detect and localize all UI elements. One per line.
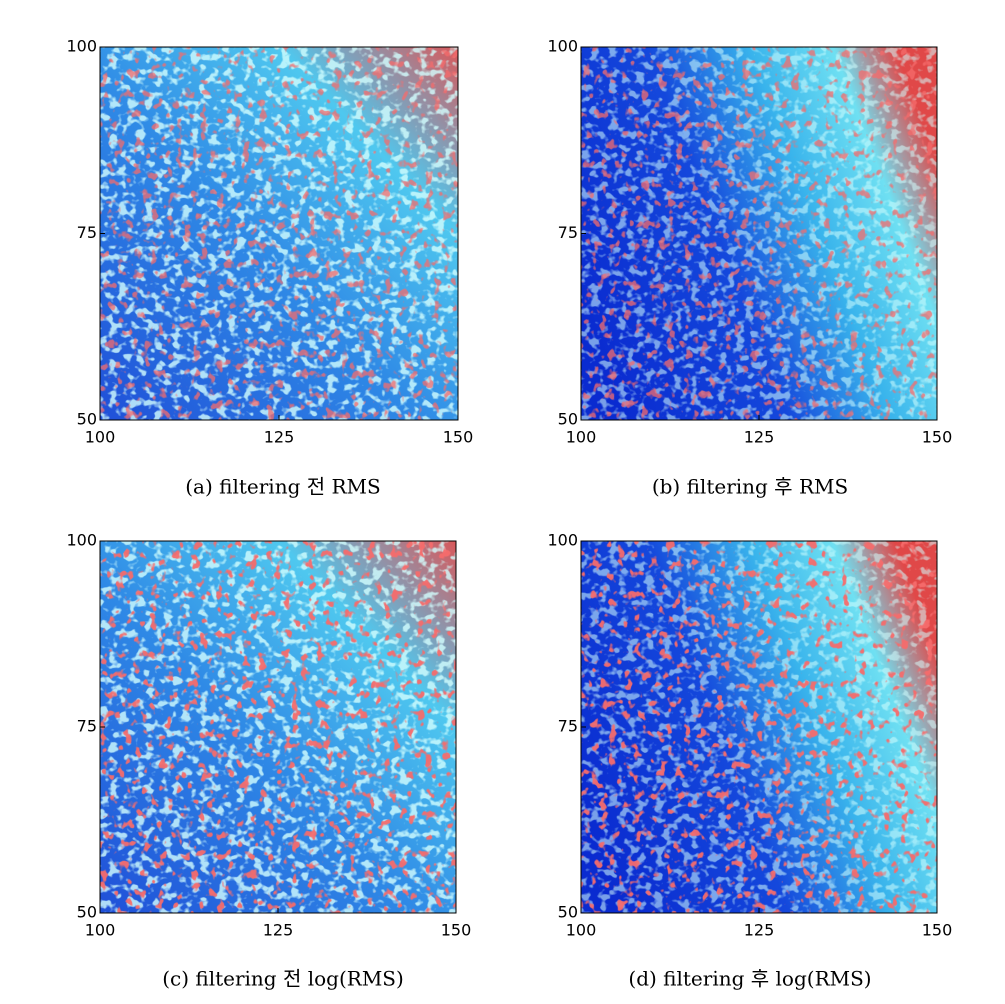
x-tick-label: 125 bbox=[264, 428, 295, 447]
y-tick-label: 100 bbox=[547, 37, 578, 56]
y-tick-label: 50 bbox=[77, 410, 97, 429]
heatmap-texture bbox=[100, 541, 456, 913]
y-tick-label: 75 bbox=[558, 717, 578, 736]
heatmap-texture bbox=[581, 541, 937, 913]
y-tick-label: 100 bbox=[66, 531, 97, 550]
caption: (d) filtering 후 log(RMS) bbox=[628, 967, 871, 991]
heatmap-texture bbox=[100, 47, 458, 420]
y-tick-label: 100 bbox=[547, 531, 578, 550]
x-tick-label: 150 bbox=[441, 921, 472, 940]
x-tick-label: 100 bbox=[85, 921, 116, 940]
x-tick-label: 100 bbox=[85, 428, 116, 447]
caption: (a) filtering 전 RMS bbox=[185, 475, 381, 499]
heatmap-image bbox=[581, 541, 937, 913]
x-tick-label: 150 bbox=[443, 428, 474, 447]
x-tick-label: 150 bbox=[922, 428, 953, 447]
x-tick-label: 100 bbox=[566, 428, 597, 447]
caption: (c) filtering 전 log(RMS) bbox=[162, 967, 404, 991]
panel: 100 125 150 50 75 100 (b) filtering 후 RMS bbox=[547, 37, 952, 499]
heatmap-image bbox=[100, 47, 458, 420]
panel: 100 125 150 50 75 100 (c) filtering 전 log(RMS) bbox=[66, 531, 471, 991]
y-tick-label: 50 bbox=[558, 903, 578, 922]
heatmap-image bbox=[100, 541, 456, 913]
y-tick-label: 50 bbox=[558, 410, 578, 429]
x-tick-label: 125 bbox=[263, 921, 294, 940]
y-tick-label: 50 bbox=[77, 903, 97, 922]
x-tick-label: 125 bbox=[744, 921, 775, 940]
x-tick-label: 125 bbox=[744, 428, 775, 447]
heatmap-texture bbox=[581, 47, 937, 420]
y-tick-label: 100 bbox=[66, 37, 97, 56]
caption: (b) filtering 후 RMS bbox=[652, 475, 848, 499]
panel: 100 125 150 50 75 100 (a) filtering 전 RMS bbox=[66, 37, 473, 499]
x-tick-label: 150 bbox=[922, 921, 953, 940]
y-tick-label: 75 bbox=[77, 223, 97, 242]
y-tick-label: 75 bbox=[558, 223, 578, 242]
y-tick-label: 75 bbox=[77, 717, 97, 736]
panel: 100 125 150 50 75 100 (d) filtering 후 log(RMS) bbox=[547, 531, 952, 991]
x-tick-label: 100 bbox=[566, 921, 597, 940]
heatmap-image bbox=[581, 47, 937, 420]
